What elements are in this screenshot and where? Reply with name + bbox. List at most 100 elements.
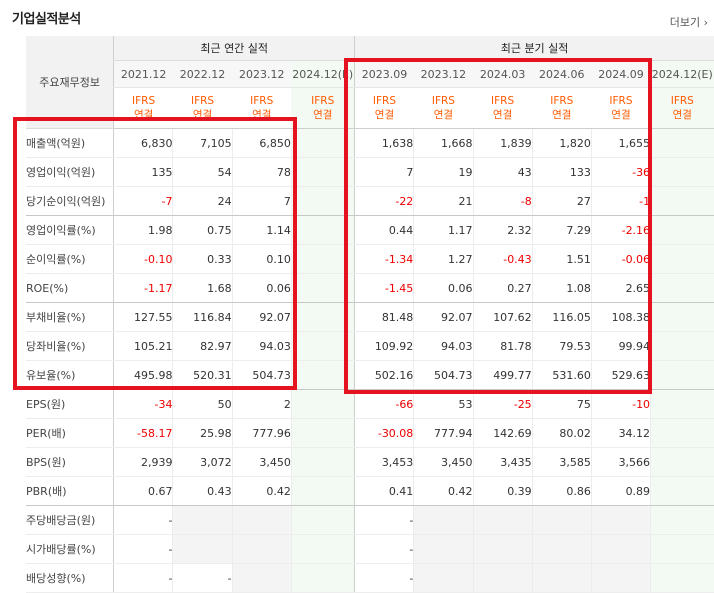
ifrs-label: IFRS 연결 xyxy=(291,87,355,129)
value-cell: 116.05 xyxy=(531,302,592,332)
value-cell: 0.86 xyxy=(531,476,592,506)
value-cell: 1,839 xyxy=(472,128,533,158)
value-cell: 1.27 xyxy=(413,244,473,274)
value-cell: 3,450 xyxy=(231,447,292,477)
value-cell: -58.17 xyxy=(113,418,173,448)
table-row: 시가배당률(%) - - xyxy=(26,534,714,564)
value-cell xyxy=(650,186,714,216)
value-cell xyxy=(650,418,714,448)
ifrs-bottom: 연결 xyxy=(611,109,631,121)
value-cell xyxy=(650,447,714,477)
value-cell xyxy=(650,215,714,245)
value-cell: 94.03 xyxy=(413,331,473,361)
value-cell: 19 xyxy=(413,157,473,187)
ifrs-top: IFRS xyxy=(311,95,335,107)
row-label: EPS(원) xyxy=(26,389,114,419)
ifrs-top: IFRS xyxy=(132,95,156,107)
value-cell: 531.60 xyxy=(531,360,592,390)
value-cell: 0.33 xyxy=(172,244,233,274)
value-cell: -0.10 xyxy=(113,244,173,274)
row-label: 당좌비율(%) xyxy=(26,331,114,361)
value-cell: 24 xyxy=(172,186,233,216)
value-cell: 0.75 xyxy=(172,215,233,245)
value-cell: 6,850 xyxy=(231,128,292,158)
value-cell xyxy=(290,128,355,158)
value-cell xyxy=(590,534,651,564)
ifrs-top: IFRS xyxy=(550,95,574,107)
ifrs-top: IFRS xyxy=(670,95,694,107)
value-cell: 495.98 xyxy=(113,360,173,390)
ifrs-top: IFRS xyxy=(431,95,455,107)
ifrs-label: IFRS 연결 xyxy=(172,87,233,129)
ifrs-bottom: 연결 xyxy=(433,109,454,121)
value-cell: 529.63 xyxy=(590,360,651,390)
value-cell: 82.97 xyxy=(172,331,233,361)
value-cell: 7 xyxy=(354,157,414,187)
value-cell: - xyxy=(354,534,414,564)
value-cell xyxy=(290,302,355,332)
row-label: 영업이익(억원) xyxy=(26,157,114,187)
value-cell: -25 xyxy=(472,389,533,419)
table-row: ROE(%) -1.17 1.68 0.06 -1.45 0.06 0.27 1.08 2.65 xyxy=(26,273,714,303)
ifrs-bottom: 연결 xyxy=(133,109,154,121)
value-cell: 777.96 xyxy=(231,418,292,448)
table-row: 부채비율(%) 127.55 116.84 92.07 81.48 92.07 107.62… xyxy=(26,302,714,332)
value-cell xyxy=(231,505,292,535)
value-cell: 1,820 xyxy=(531,128,592,158)
row-label: PBR(배) xyxy=(26,476,114,506)
row-label: 매출액(억원) xyxy=(26,128,114,158)
value-cell xyxy=(650,389,714,419)
value-cell: 34.12 xyxy=(590,418,651,448)
value-cell: 520.31 xyxy=(172,360,233,390)
value-cell: 25.98 xyxy=(172,418,233,448)
value-cell: 0.41 xyxy=(354,476,414,506)
value-cell: 7 xyxy=(231,186,292,216)
value-cell xyxy=(413,563,473,593)
value-cell xyxy=(290,215,355,245)
value-cell xyxy=(290,476,355,506)
value-cell xyxy=(290,505,355,535)
value-cell xyxy=(290,447,355,477)
ifrs-label: IFRS 연결 xyxy=(354,87,414,129)
ifrs-bottom: 연결 xyxy=(192,109,213,121)
table-row: 순이익률(%) -0.10 0.33 0.10 -1.34 1.27 -0.43 1.51 -0… xyxy=(26,244,714,274)
value-cell: -30.08 xyxy=(354,418,414,448)
value-cell: -1 xyxy=(590,186,651,216)
value-cell xyxy=(472,534,533,564)
value-cell: 1.08 xyxy=(531,273,592,303)
value-cell xyxy=(413,534,473,564)
value-cell: 109.92 xyxy=(354,331,414,361)
ifrs-label: IFRS 연결 xyxy=(591,87,651,129)
value-cell: 79.53 xyxy=(531,331,592,361)
period-header: 2022.12 xyxy=(172,60,233,88)
period-header: 2021.12 xyxy=(113,60,173,88)
annual-group-header: 최근 연간 실적 xyxy=(113,36,355,61)
value-cell: 3,566 xyxy=(590,447,651,477)
value-cell: 50 xyxy=(172,389,233,419)
value-cell: 27 xyxy=(531,186,592,216)
more-link[interactable]: 더보기 › xyxy=(669,16,708,29)
value-cell xyxy=(231,563,292,593)
period-header: 2023.12 xyxy=(413,60,473,88)
value-cell: 116.84 xyxy=(172,302,233,332)
value-cell xyxy=(290,389,355,419)
value-cell: 2,939 xyxy=(113,447,173,477)
ifrs-label: IFRS 연결 xyxy=(413,87,473,129)
row-label: 유보율(%) xyxy=(26,360,114,390)
value-cell xyxy=(650,360,714,390)
value-cell: -0.06 xyxy=(590,244,651,274)
ifrs-label: IFRS 연결 xyxy=(473,87,533,129)
value-cell: 53 xyxy=(413,389,473,419)
ifrs-top: IFRS xyxy=(372,95,397,107)
value-cell xyxy=(531,505,592,535)
value-cell: 3,585 xyxy=(531,447,592,477)
row-label: 영업이익률(%) xyxy=(26,215,114,245)
value-cell: 0.27 xyxy=(472,273,533,303)
value-cell: -1.34 xyxy=(354,244,414,274)
row-label: 순이익률(%) xyxy=(26,244,114,274)
table-row: 유보율(%) 495.98 520.31 504.73 502.16 504.73 499.… xyxy=(26,360,714,390)
value-cell: 0.44 xyxy=(354,215,414,245)
value-cell: - xyxy=(113,505,173,535)
table-row: 매출액(억원) 6,830 7,105 6,850 1,638 1,668 1,839 1,8… xyxy=(26,128,714,158)
value-cell: -22 xyxy=(354,186,414,216)
